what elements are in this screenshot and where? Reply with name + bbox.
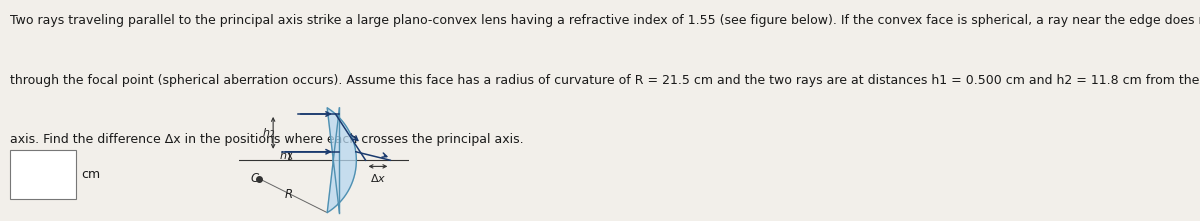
Text: $\Delta x$: $\Delta x$ [370,172,386,184]
Text: cm: cm [82,168,101,181]
Text: Two rays traveling parallel to the principal axis strike a large plano-convex le: Two rays traveling parallel to the princ… [10,14,1200,27]
Text: $h_1$: $h_1$ [278,149,292,163]
Text: $h_2$: $h_2$ [262,126,275,140]
Text: through the focal point (spherical aberration occurs). Assume this face has a ra: through the focal point (spherical aberr… [10,74,1200,87]
Text: axis. Find the difference Δx in the positions where each crosses the principal a: axis. Find the difference Δx in the posi… [10,133,523,146]
Text: $C$: $C$ [251,172,260,185]
FancyBboxPatch shape [10,150,76,199]
Polygon shape [328,108,356,213]
Text: $R$: $R$ [284,188,293,201]
